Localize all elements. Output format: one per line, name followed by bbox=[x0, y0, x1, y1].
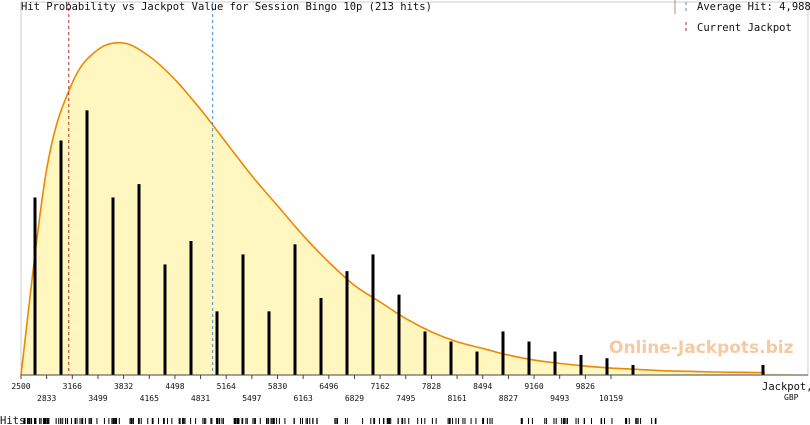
x-tick-label: 5164 bbox=[217, 382, 236, 391]
x-tick-label: 5497 bbox=[242, 394, 261, 403]
reference-lines bbox=[68, 0, 687, 375]
hits-label: Hits bbox=[0, 415, 25, 425]
hit-bar bbox=[631, 364, 635, 375]
hit-bar bbox=[553, 351, 557, 375]
x-tick-label: 3832 bbox=[114, 382, 133, 391]
hit-bar bbox=[319, 297, 323, 375]
x-tick-label: 8161 bbox=[447, 394, 466, 403]
hit-bar bbox=[293, 244, 297, 375]
x-tick-label: 4498 bbox=[165, 382, 184, 391]
hit-bar bbox=[605, 358, 609, 375]
x-tick-label: 8827 bbox=[499, 394, 518, 403]
x-tick-label: 6163 bbox=[294, 394, 313, 403]
hit-bar bbox=[267, 311, 271, 375]
probability-area bbox=[20, 41, 808, 376]
x-tick-label: 6829 bbox=[345, 394, 364, 403]
x-tick-label: 9826 bbox=[576, 382, 595, 391]
legend-average-label: Average Hit: 4,988 bbox=[697, 1, 810, 13]
x-tick-label: 6496 bbox=[319, 382, 338, 391]
hit-bar bbox=[761, 364, 765, 375]
hit-bars bbox=[33, 110, 765, 375]
hit-bar bbox=[371, 254, 375, 375]
x-tick-label: 2500 bbox=[11, 382, 30, 391]
hit-bar bbox=[579, 354, 583, 375]
x-tick-label: 8494 bbox=[473, 382, 492, 391]
hit-bar bbox=[163, 264, 167, 375]
hit-bar bbox=[501, 331, 505, 375]
hit-bar bbox=[33, 197, 37, 375]
watermark: Online-Jackpots.biz bbox=[609, 338, 794, 358]
hit-bar bbox=[59, 140, 63, 375]
probability-fill bbox=[21, 42, 808, 375]
hit-bar bbox=[111, 197, 115, 375]
hit-bar bbox=[345, 271, 349, 375]
hit-bar bbox=[85, 110, 89, 375]
x-tick-label: 3499 bbox=[88, 394, 107, 403]
x-tick-label: 7162 bbox=[370, 382, 389, 391]
hit-bar bbox=[475, 351, 479, 375]
x-axis-unit: GBP bbox=[784, 393, 799, 402]
x-tick-label: 5830 bbox=[268, 382, 287, 391]
hit-bar bbox=[449, 341, 453, 375]
chart-title: Hit Probability vs Jackpot Value for Ses… bbox=[21, 1, 432, 13]
x-tick-label: 7828 bbox=[422, 382, 441, 391]
hit-bar bbox=[423, 331, 427, 375]
x-tick-label: 9160 bbox=[524, 382, 543, 391]
legend-jackpot-label: Current Jackpot bbox=[697, 22, 792, 34]
hit-bar bbox=[527, 341, 531, 375]
x-tick-label: 3166 bbox=[63, 382, 82, 391]
x-tick-label: 2833 bbox=[37, 394, 56, 403]
hits-rug bbox=[23, 418, 657, 424]
hit-bar bbox=[397, 294, 401, 375]
hit-bar bbox=[241, 254, 245, 375]
x-tick-label: 9493 bbox=[550, 394, 569, 403]
x-tick-label: 7495 bbox=[396, 394, 415, 403]
x-tick-label: 4831 bbox=[191, 394, 210, 403]
probability-curve bbox=[20, 41, 765, 376]
x-axis-label: Jackpot, bbox=[762, 381, 810, 393]
hit-bar bbox=[137, 184, 141, 375]
hit-bar bbox=[215, 311, 219, 375]
x-tick-label: 4165 bbox=[140, 394, 159, 403]
hit-bar bbox=[189, 241, 193, 375]
x-tick-label: 10159 bbox=[599, 394, 623, 403]
x-axis: 2500 3166 3832 4498 5164 5830 6496 7162 7828 8494… bbox=[11, 374, 808, 403]
